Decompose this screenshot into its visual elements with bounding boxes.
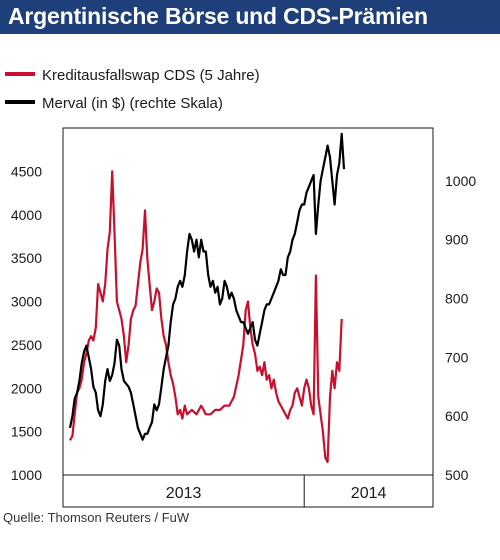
left-tick-label: 4000: [11, 207, 42, 223]
left-tick-label: 4500: [11, 163, 42, 179]
left-tick-label: 3000: [11, 294, 42, 310]
title-bar: Argentinische Börse und CDS-Prämien: [0, 0, 500, 34]
right-tick-label: 900: [445, 232, 469, 248]
chart: Kreditausfallswap CDS (5 Jahre) Merval (…: [5, 67, 476, 508]
right-tick-label: 800: [445, 291, 469, 307]
plot-frame: [62, 127, 434, 476]
x-category-label: 2014: [351, 485, 387, 502]
left-tick-label: 3500: [11, 250, 42, 266]
series-line-merval: [68, 132, 346, 441]
right-tick-label: 500: [445, 467, 469, 483]
chart-title: Argentinische Börse und CDS-Prämien: [8, 3, 428, 29]
left-tick-label: 1000: [11, 467, 42, 483]
right-tick-label: 600: [445, 408, 469, 424]
legend-label-cds: Kreditausfallswap CDS (5 Jahre): [42, 67, 260, 84]
left-tick-label: 2500: [11, 337, 42, 353]
x-category-label: 2013: [166, 485, 202, 502]
left-tick-label: 1500: [11, 424, 42, 440]
source-note: Quelle: Thomson Reuters / FuW: [3, 510, 190, 525]
legend-label-merval: Merval (in $) (rechte Skala): [42, 95, 223, 112]
left-tick-label: 2000: [11, 380, 42, 396]
series-line-cds: [69, 170, 343, 464]
right-tick-label: 1000: [445, 173, 476, 189]
right-tick-label: 700: [445, 349, 469, 365]
